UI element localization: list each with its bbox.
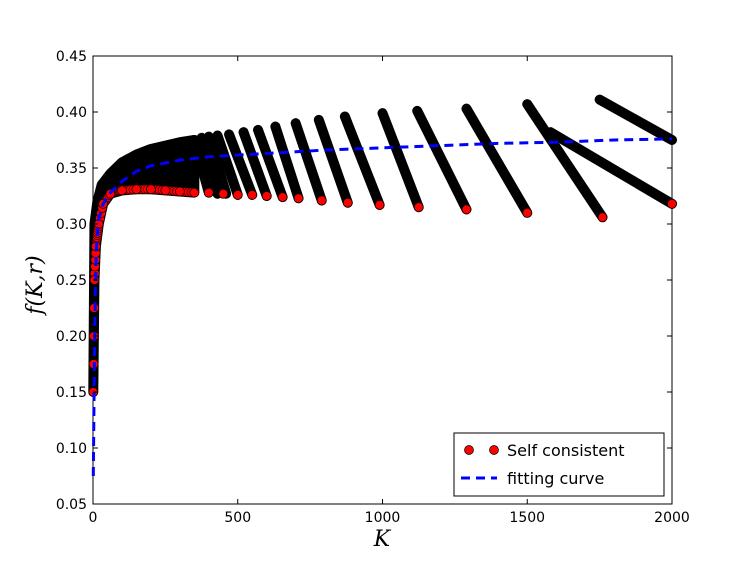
self-consistent-point — [374, 200, 385, 210]
self-consistent-point — [293, 193, 304, 204]
self-consistent-branch — [412, 105, 472, 215]
branch-layer — [189, 94, 677, 223]
self-consistent-branch — [212, 130, 243, 200]
legend-label-self-consistent: Self consistent — [507, 441, 625, 460]
y-tick-label: 0.40 — [56, 105, 87, 121]
x-tick-label: 500 — [224, 510, 251, 526]
self-consistent-point — [413, 202, 424, 213]
self-consistent-branch — [196, 132, 223, 199]
x-tick-label: 1500 — [509, 510, 545, 526]
self-consistent-point — [261, 191, 272, 201]
self-consistent-branch — [270, 121, 304, 204]
self-consistent-point — [247, 190, 258, 200]
self-consistent-branch — [461, 103, 533, 218]
x-tick-label: 2000 — [654, 510, 690, 526]
self-consistent-point — [461, 204, 472, 215]
x-axis-label: K — [373, 527, 392, 552]
y-tick-label: 0.20 — [56, 329, 87, 345]
self-consistent-branch — [377, 108, 424, 213]
self-consistent-branch — [290, 118, 327, 206]
legend-marker-self-consistent — [489, 445, 499, 455]
self-consistent-branch — [203, 131, 232, 199]
plot-frame — [92, 55, 673, 505]
self-consistent-point — [189, 187, 200, 198]
self-consistent-point — [232, 190, 243, 200]
self-consistent-branch — [224, 129, 258, 200]
self-consistent-branch — [189, 135, 214, 198]
y-tick-label: 0.35 — [56, 161, 87, 177]
x-tick-label: 0 — [89, 510, 98, 526]
self-consistent-point — [218, 188, 229, 199]
self-consistent-branch — [253, 124, 288, 203]
plot-area — [88, 55, 677, 505]
x-tick-label: 1000 — [365, 510, 401, 526]
self-consistent-point — [131, 184, 142, 195]
y-tick-label: 0.15 — [56, 385, 87, 401]
y-axis: 0.05 0.10 0.15 0.20 0.25 0.30 0.35 0.40 0.45 — [56, 49, 672, 513]
y-axis-label: f(K,r) — [23, 255, 48, 316]
self-consistent-branch — [545, 127, 677, 209]
fitting-curve-line — [91, 137, 673, 477]
x-axis: 0 500 1000 1500 2000 — [89, 56, 690, 526]
self-consistent-branch — [594, 94, 677, 145]
self-consistent-point — [117, 185, 127, 196]
self-consistent-point — [277, 192, 288, 202]
self-consistent-branch — [313, 114, 353, 208]
self-consistent-point — [667, 198, 677, 209]
legend-marker-self-consistent — [464, 445, 474, 455]
self-consistent-branch — [522, 99, 608, 223]
self-consistent-branch — [238, 127, 272, 201]
legend: Self consistent fitting curve — [453, 432, 665, 497]
self-consistent-branch — [339, 111, 385, 210]
self-consistent-point — [146, 184, 156, 195]
self-consistent-point — [522, 207, 533, 218]
legend-label-fitting-curve: fitting curve — [507, 469, 604, 488]
y-tick-label: 0.05 — [56, 497, 87, 513]
self-consistent-point — [175, 186, 185, 197]
y-tick-label: 0.10 — [56, 441, 87, 457]
self-consistent-point — [597, 212, 608, 223]
self-consistent-point — [342, 197, 353, 208]
y-tick-label: 0.45 — [56, 49, 87, 65]
legend-box — [453, 432, 665, 497]
y-tick-label: 0.30 — [56, 217, 87, 233]
self-consistent-point — [160, 185, 171, 196]
self-consistent-point — [203, 187, 214, 198]
y-tick-label: 0.25 — [56, 273, 87, 289]
self-consistent-point — [316, 195, 327, 206]
fit-layer — [91, 137, 673, 477]
